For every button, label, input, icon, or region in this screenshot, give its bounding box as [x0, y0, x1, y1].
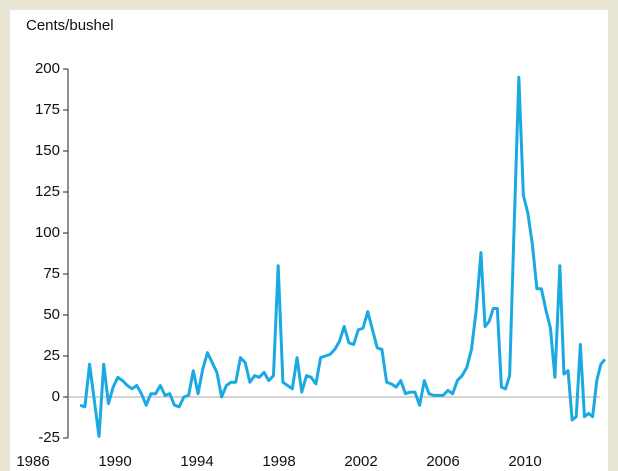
y-tick-label: 0 [52, 388, 60, 405]
y-tick-label: 100 [35, 224, 60, 241]
x-tick-label: 2006 [426, 453, 459, 470]
y-tick-label: 50 [43, 306, 60, 323]
y-tick-label: -25 [38, 429, 60, 446]
y-tick-label: 200 [35, 60, 60, 77]
y-tick-label: 25 [43, 347, 60, 364]
x-tick-label: 2002 [344, 453, 377, 470]
y-tick-label: 75 [43, 265, 60, 282]
x-tick-label: 2010 [508, 453, 541, 470]
data-line [79, 75, 607, 438]
y-tick-label: 175 [35, 101, 60, 118]
x-tick-label: 1986 [16, 453, 49, 470]
x-tick-label: 1990 [98, 453, 131, 470]
y-tick-label: 125 [35, 183, 60, 200]
x-tick-label: 1998 [262, 453, 295, 470]
y-tick-label: 150 [35, 142, 60, 159]
chart-title: Cents/bushel [26, 17, 114, 34]
x-tick-label: 1994 [180, 453, 213, 470]
